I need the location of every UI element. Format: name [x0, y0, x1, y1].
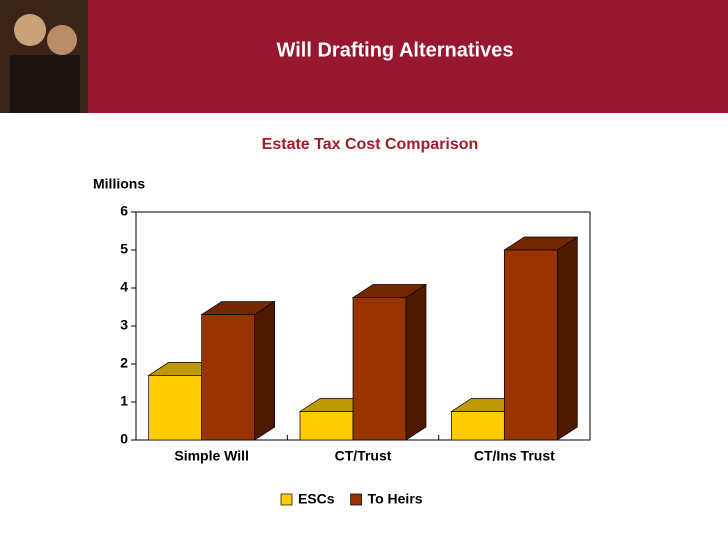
header-band [0, 0, 728, 113]
bar-side [556, 236, 578, 441]
legend-label: To Heirs [368, 491, 423, 507]
bar [503, 249, 558, 441]
y-tick-label: 1 [120, 393, 128, 409]
x-tick-label: CT/Trust [335, 448, 392, 464]
x-tick-label: CT/Ins Trust [474, 448, 555, 464]
y-tick-label: 3 [120, 317, 128, 333]
legend-swatch [350, 493, 362, 506]
bar [352, 297, 407, 441]
photo-body [10, 55, 80, 113]
y-tick-label: 0 [120, 431, 128, 447]
bar [201, 314, 256, 441]
y-tick-label: 2 [120, 355, 128, 371]
y-axis-label: Millions [93, 176, 145, 192]
bar [148, 375, 203, 441]
legend-label: ESCs [298, 491, 335, 507]
photo-face [47, 25, 77, 55]
bar-side [254, 300, 276, 441]
y-tick-label: 5 [120, 241, 128, 257]
x-tick-label: Simple Will [174, 448, 249, 464]
legend-swatch [280, 493, 293, 506]
y-tick-label: 4 [120, 279, 128, 295]
chart-title: Estate Tax Cost Comparison [262, 136, 479, 153]
slide-title: Will Drafting Alternatives [277, 39, 514, 61]
photo-face [14, 14, 46, 46]
bar-side [405, 283, 427, 441]
y-tick-label: 6 [120, 203, 128, 219]
bar [450, 411, 505, 441]
bar [299, 411, 354, 441]
